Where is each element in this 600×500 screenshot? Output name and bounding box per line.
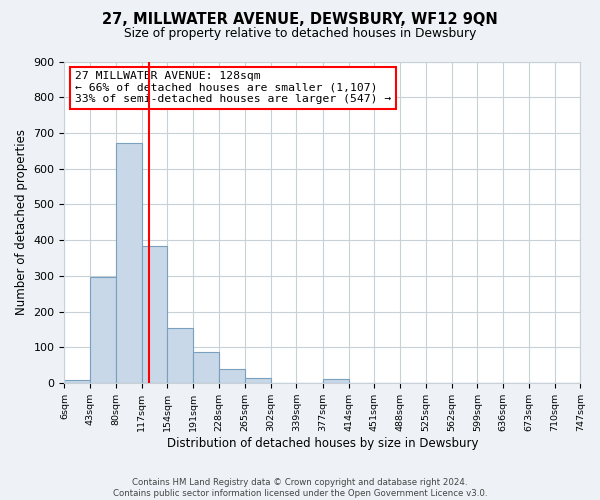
Bar: [116, 143, 142, 383]
Bar: [323, 379, 349, 383]
Bar: [167, 328, 193, 383]
Text: 27, MILLWATER AVENUE, DEWSBURY, WF12 9QN: 27, MILLWATER AVENUE, DEWSBURY, WF12 9QN: [102, 12, 498, 28]
Bar: [142, 246, 167, 383]
Bar: [90, 277, 116, 383]
X-axis label: Distribution of detached houses by size in Dewsbury: Distribution of detached houses by size …: [167, 437, 478, 450]
Bar: [219, 369, 245, 383]
Bar: [193, 352, 219, 383]
Text: Contains HM Land Registry data © Crown copyright and database right 2024.
Contai: Contains HM Land Registry data © Crown c…: [113, 478, 487, 498]
Bar: [245, 378, 271, 383]
Text: Size of property relative to detached houses in Dewsbury: Size of property relative to detached ho…: [124, 28, 476, 40]
Bar: [64, 380, 90, 383]
Y-axis label: Number of detached properties: Number of detached properties: [15, 130, 28, 316]
Text: 27 MILLWATER AVENUE: 128sqm
← 66% of detached houses are smaller (1,107)
33% of : 27 MILLWATER AVENUE: 128sqm ← 66% of det…: [75, 71, 391, 104]
